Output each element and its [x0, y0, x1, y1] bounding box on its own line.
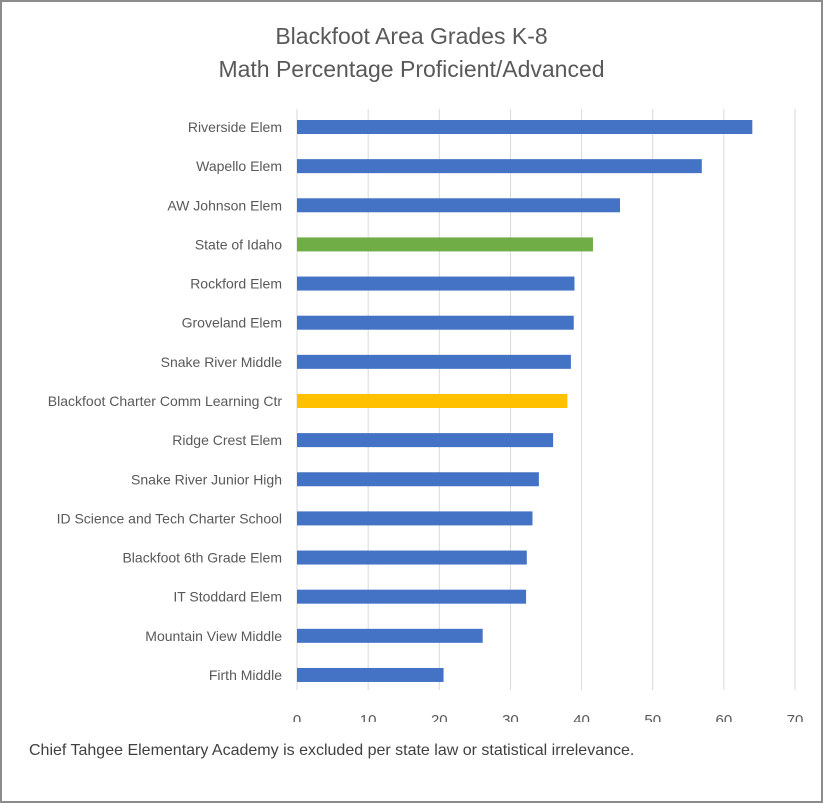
bar [297, 472, 539, 487]
x-tick-label: 20 [431, 712, 448, 722]
bar [297, 237, 593, 252]
category-label: Groveland Elem [182, 315, 282, 331]
bar [297, 628, 483, 643]
bar [297, 276, 575, 291]
category-label: Rockford Elem [190, 276, 282, 292]
bar-chart: Riverside Elem Wapello Elem AW Johnson Ele… [48, 109, 804, 722]
category-label: Firth Middle [209, 667, 282, 683]
bar [297, 315, 574, 330]
chart-title-line1: Blackfoot Area Grades K-8 [275, 23, 548, 49]
x-tick-label: 70 [787, 712, 804, 722]
bar [297, 550, 527, 565]
category-label: Blackfoot 6th Grade Elem [122, 550, 282, 566]
x-tick-label: 0 [293, 712, 301, 722]
category-label: Snake River Junior High [131, 471, 282, 487]
category-label: Snake River Middle [161, 354, 283, 370]
category-label: Wapello Elem [196, 158, 282, 174]
bar [297, 589, 527, 604]
x-tick-label: 30 [502, 712, 519, 722]
bar [297, 120, 753, 134]
chart-title-line2: Math Percentage Proficient/Advanced [218, 56, 605, 82]
bar [297, 433, 554, 448]
bar [297, 511, 533, 526]
chart-title: Blackfoot Area Grades K-8 Math Percentag… [2, 20, 821, 86]
category-label: Ridge Crest Elem [172, 432, 282, 448]
category-label: Mountain View Middle [145, 628, 282, 644]
bar [297, 198, 620, 213]
x-tick-label: 40 [573, 712, 590, 722]
category-label: Riverside Elem [188, 119, 282, 135]
footnote: Chief Tahgee Elementary Academy is exclu… [29, 742, 635, 759]
bar [297, 667, 444, 682]
x-tick-label: 10 [360, 712, 377, 722]
bar [297, 354, 571, 369]
bar [297, 159, 702, 174]
x-tick-label: 50 [644, 712, 661, 722]
category-label: ID Science and Tech Charter School [57, 510, 282, 526]
bar [297, 393, 568, 408]
category-label: AW Johnson Elem [167, 197, 282, 213]
category-label: State of Idaho [195, 236, 282, 252]
category-label: Blackfoot Charter Comm Learning Ctr [48, 393, 283, 409]
category-label: IT Stoddard Elem [173, 589, 282, 605]
x-tick-label: 60 [716, 712, 733, 722]
